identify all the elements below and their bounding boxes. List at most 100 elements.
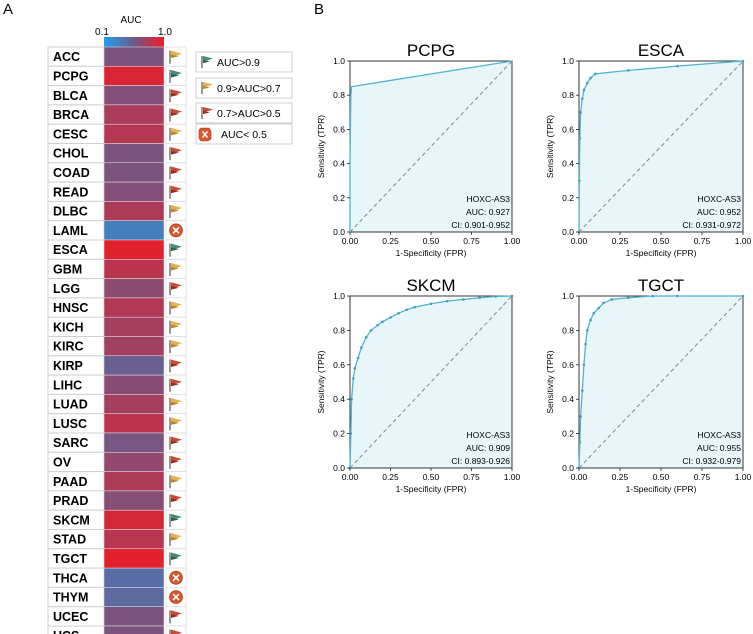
cross-icon	[169, 223, 183, 238]
roc-point	[626, 69, 630, 72]
cancer-label: KIRP	[53, 359, 83, 373]
cancer-label: READ	[53, 185, 88, 199]
roc-panel-esca: ESCA 0.00 0.25 0.50 0.75 1.00 0.0 0.2 0.4 0.6 0.8 1…	[545, 41, 752, 258]
flag-icon	[169, 69, 182, 83]
x-tick-label: 1.00	[735, 236, 752, 246]
roc-point	[360, 346, 363, 349]
roc-point	[462, 298, 465, 301]
cross-icon	[169, 570, 183, 585]
colorbar-title: AUC	[120, 15, 141, 26]
y-tick-label: 0.2	[333, 429, 345, 439]
cancer-label: GBM	[53, 262, 82, 276]
heatmap-cell	[103, 278, 165, 299]
heatmap-cell	[103, 452, 165, 472]
cancer-label: LAML	[53, 224, 88, 238]
x-tick-label: 0.00	[571, 472, 588, 482]
cancer-label: DLBC	[53, 205, 88, 219]
heatmap-row-paad: PAAD	[47, 471, 187, 492]
legend-label-fail: AUC< 0.5	[221, 129, 267, 141]
x-tick-label: 0.25	[612, 236, 629, 246]
flag-icon	[169, 243, 182, 257]
y-tick-label: 0.8	[333, 90, 345, 100]
flag-icon	[169, 282, 182, 296]
flag-icon	[169, 262, 182, 276]
heatmap-row-skcm: SKCM	[47, 509, 187, 531]
flag-icon	[169, 89, 182, 103]
y-tick-label: 0.2	[333, 193, 345, 203]
x-tick-label: 0.00	[571, 236, 588, 246]
heatmap-cell	[103, 181, 165, 202]
roc-point	[510, 294, 514, 298]
heatmap-row-read: READ	[47, 181, 187, 202]
chance-diagonal	[349, 295, 513, 469]
roc-point	[580, 97, 584, 100]
cancer-label: UCS	[53, 629, 79, 634]
flag-icon	[169, 147, 182, 161]
roc-point	[356, 356, 360, 360]
panel-a-label: A	[3, 1, 13, 18]
y-tick-label: 0.6	[562, 124, 574, 134]
cancer-label: CESC	[53, 127, 88, 141]
x-tick-label: 0.50	[423, 472, 440, 482]
roc-point	[578, 440, 582, 444]
roc-annotation: AUC: 0.952	[697, 207, 741, 217]
heatmap-cell	[103, 606, 165, 627]
roc-annotation: CI: 0.932-0.979	[682, 456, 741, 466]
y-axis-label: Sensitivity (TPR)	[316, 350, 326, 413]
roc-title: SKCM	[406, 276, 455, 295]
heatmap-cell	[103, 509, 165, 530]
flag-icon	[169, 417, 182, 431]
roc-point	[585, 329, 589, 332]
x-tick-label: 0.50	[653, 236, 670, 246]
roc-annotation: HOXC-AS3	[698, 194, 742, 204]
x-axis-label: 1-Specificity (FPR)	[626, 248, 697, 258]
x-tick-label: 1.00	[504, 472, 521, 482]
y-axis-label: Sensitivity (TPR)	[545, 115, 555, 178]
roc-point	[405, 308, 409, 312]
roc-annotation: AUC: 0.909	[466, 443, 510, 453]
flag-icon	[169, 50, 182, 64]
x-tick-label: 0.50	[653, 472, 670, 482]
heatmap-row-cesc: CESC	[47, 123, 187, 144]
roc-point	[578, 179, 581, 182]
x-axis-label: 1-Specificity (FPR)	[396, 248, 467, 258]
flag-icon	[169, 494, 182, 508]
cancer-label: HNSC	[53, 301, 88, 315]
roc-point	[597, 306, 600, 310]
roc-panel-skcm: SKCM 0.00 0.25 0.50 0.75 1.00 0.0 0.2 0.4 0.6 0.8 1…	[316, 276, 521, 494]
x-tick-label: 0.75	[694, 236, 711, 246]
flag-icon	[169, 378, 182, 392]
flag-icon	[201, 56, 213, 68]
marker-box	[165, 625, 187, 634]
chance-diagonal	[578, 295, 744, 469]
heatmap-row-esca: ESCA	[47, 239, 187, 260]
roc-point	[389, 316, 392, 319]
heatmap-cell	[103, 432, 165, 453]
heatmap-row-blca: BLCA	[47, 85, 187, 106]
flag-icon	[169, 205, 182, 219]
flag-icon	[169, 610, 182, 624]
heatmap-row-tgct: TGCT	[47, 548, 187, 569]
roc-point	[349, 432, 353, 435]
colorbar-min-label: 0.1	[95, 27, 109, 38]
heatmap-cell	[103, 46, 165, 67]
roc-annotation: CI: 0.893-0.926	[451, 456, 510, 466]
cancer-label: BRCA	[53, 108, 89, 122]
x-tick-label: 0.00	[342, 472, 359, 482]
x-axis-label: 1-Specificity (FPR)	[626, 484, 697, 494]
roc-point	[584, 342, 587, 346]
colorbar-max-label: 1.0	[158, 27, 172, 38]
cancer-label: BLCA	[53, 89, 88, 103]
heatmap-cell	[103, 220, 165, 241]
heatmap-cell	[103, 239, 165, 260]
auc-heatmap: ACC PCPG BLCA BRCA CESC CHOL COAD READ DLBC LAML E…	[47, 46, 187, 634]
x-axis-label: 1-Specificity (FPR)	[396, 484, 467, 494]
y-axis-label: Sensitivity (TPR)	[316, 115, 326, 178]
flag-icon	[201, 82, 213, 94]
y-tick-label: 0.8	[562, 325, 574, 335]
x-tick-label: 0.75	[694, 472, 711, 482]
chance-diagonal	[349, 60, 513, 233]
roc-curve	[578, 60, 744, 233]
heatmap-cell	[103, 336, 165, 357]
